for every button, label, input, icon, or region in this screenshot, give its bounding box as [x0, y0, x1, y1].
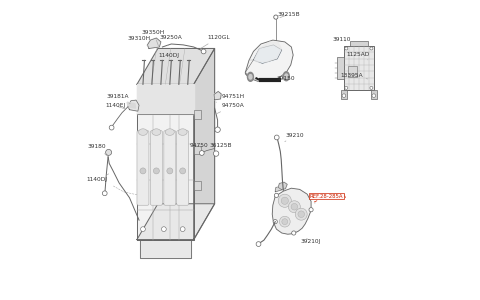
Circle shape — [309, 208, 313, 212]
Circle shape — [274, 15, 278, 19]
Circle shape — [370, 86, 373, 89]
Circle shape — [372, 94, 375, 98]
Text: 1140EJ: 1140EJ — [105, 103, 125, 109]
Polygon shape — [272, 188, 311, 234]
Polygon shape — [214, 92, 221, 100]
Text: 39181A: 39181A — [107, 94, 130, 104]
Text: 39215B: 39215B — [278, 12, 300, 18]
Circle shape — [140, 168, 146, 174]
Ellipse shape — [285, 74, 288, 79]
Circle shape — [141, 227, 145, 232]
Circle shape — [345, 86, 348, 89]
Polygon shape — [137, 84, 194, 114]
FancyBboxPatch shape — [350, 41, 368, 46]
Circle shape — [201, 49, 206, 54]
Text: 1140DJ: 1140DJ — [87, 174, 108, 182]
Text: 36125B: 36125B — [209, 143, 232, 152]
Circle shape — [342, 94, 346, 98]
Polygon shape — [128, 100, 139, 111]
Circle shape — [275, 193, 278, 197]
Circle shape — [106, 149, 111, 155]
Polygon shape — [254, 42, 281, 62]
Circle shape — [273, 220, 277, 224]
Ellipse shape — [178, 129, 187, 135]
Text: 94750: 94750 — [190, 143, 208, 148]
Ellipse shape — [138, 129, 147, 135]
Circle shape — [109, 125, 114, 130]
Circle shape — [281, 197, 288, 204]
Polygon shape — [253, 45, 282, 63]
FancyBboxPatch shape — [344, 46, 374, 90]
Text: REF.28-285A: REF.28-285A — [310, 194, 343, 202]
Text: 1120GL: 1120GL — [201, 34, 230, 49]
FancyBboxPatch shape — [341, 90, 347, 99]
FancyBboxPatch shape — [371, 90, 377, 99]
Circle shape — [180, 168, 186, 174]
Circle shape — [295, 208, 307, 220]
Circle shape — [292, 231, 296, 235]
Text: 39310H: 39310H — [128, 35, 151, 47]
Polygon shape — [245, 40, 293, 81]
Polygon shape — [137, 204, 215, 240]
Polygon shape — [137, 49, 215, 84]
Text: 39180: 39180 — [88, 144, 107, 155]
Circle shape — [282, 219, 288, 225]
Text: 1125AD: 1125AD — [347, 52, 370, 60]
Text: REF.28-285A: REF.28-285A — [310, 194, 347, 203]
Text: 39350H: 39350H — [142, 29, 165, 46]
Ellipse shape — [165, 129, 174, 135]
Polygon shape — [194, 49, 215, 240]
Text: 39150: 39150 — [277, 76, 296, 81]
FancyBboxPatch shape — [150, 130, 162, 205]
Circle shape — [154, 168, 159, 174]
Ellipse shape — [248, 72, 253, 81]
Circle shape — [161, 227, 166, 232]
Circle shape — [214, 151, 219, 156]
Circle shape — [167, 168, 173, 174]
Circle shape — [278, 194, 291, 207]
FancyBboxPatch shape — [194, 182, 201, 190]
Circle shape — [370, 47, 373, 50]
Ellipse shape — [152, 129, 161, 135]
Circle shape — [288, 201, 300, 213]
Text: 39110: 39110 — [333, 37, 351, 42]
Ellipse shape — [249, 75, 252, 79]
Circle shape — [180, 227, 185, 232]
Polygon shape — [140, 240, 191, 257]
FancyBboxPatch shape — [194, 110, 201, 118]
Circle shape — [256, 242, 261, 247]
Polygon shape — [147, 38, 161, 49]
FancyBboxPatch shape — [164, 130, 176, 205]
FancyBboxPatch shape — [194, 146, 201, 154]
Polygon shape — [275, 185, 284, 192]
Text: 94750A: 94750A — [217, 103, 245, 113]
Text: 13395A: 13395A — [341, 74, 368, 79]
Circle shape — [275, 135, 279, 140]
Circle shape — [102, 191, 107, 196]
Text: 39210: 39210 — [285, 133, 304, 142]
Ellipse shape — [283, 72, 289, 81]
Text: 39250A: 39250A — [159, 34, 182, 46]
Circle shape — [298, 211, 304, 217]
FancyBboxPatch shape — [177, 130, 189, 205]
Polygon shape — [137, 84, 194, 240]
Circle shape — [199, 151, 204, 155]
Text: 94751H: 94751H — [216, 94, 245, 102]
FancyBboxPatch shape — [348, 66, 357, 77]
Text: 1140DJ: 1140DJ — [158, 52, 180, 58]
FancyBboxPatch shape — [337, 57, 344, 79]
FancyBboxPatch shape — [137, 130, 149, 205]
Polygon shape — [278, 182, 287, 189]
Circle shape — [345, 47, 348, 50]
Text: 39210J: 39210J — [301, 238, 321, 244]
Circle shape — [279, 216, 290, 227]
Circle shape — [215, 127, 220, 132]
Circle shape — [291, 203, 298, 210]
Polygon shape — [127, 102, 135, 108]
